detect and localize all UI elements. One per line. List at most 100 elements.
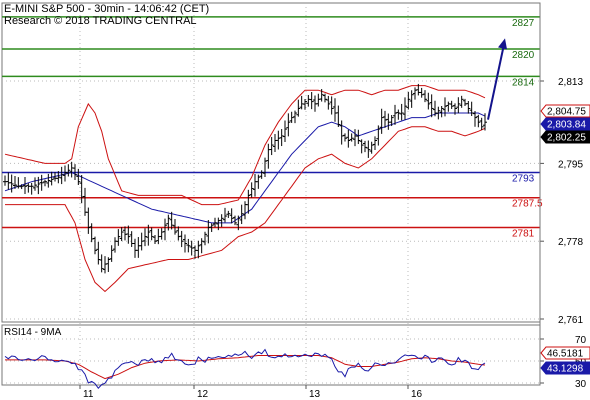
ohlc-bar — [109, 245, 114, 262]
ohlc-bar — [19, 184, 24, 190]
ohlc-bar — [59, 166, 64, 185]
ohlc-bar — [46, 173, 51, 188]
ohlc-bar — [116, 229, 121, 246]
ohlc-bar — [376, 125, 381, 146]
rsi-tag-value-box — [540, 361, 590, 375]
ohlc-bar — [286, 113, 291, 137]
x-tick-label: 16 — [411, 389, 423, 400]
ohlc-bar — [349, 133, 354, 142]
ohlc-bar — [443, 97, 447, 117]
ohlc-bar — [39, 174, 44, 191]
ohlc-bars — [3, 83, 487, 274]
ohlc-bar — [249, 182, 254, 198]
ohlc-bar — [29, 182, 34, 195]
ohlc-bar — [423, 90, 427, 103]
ohlc-bar — [479, 117, 484, 131]
ohlc-bar — [363, 140, 367, 153]
ohlc-bar — [6, 172, 11, 190]
ohlc-bar — [456, 97, 461, 114]
price-tag-black-fill-box — [540, 130, 590, 144]
ohlc-bar — [203, 231, 207, 246]
ohlc-bar — [73, 164, 77, 180]
ohlc-bar — [153, 235, 157, 245]
level-label-2793: 2793 — [512, 174, 535, 185]
ohlc-bar — [263, 157, 267, 177]
ohlc-bar — [213, 217, 217, 228]
price-tag-red-border-label: 2,804.75 — [547, 107, 586, 118]
price-tag-black-fill-label: 2,802.25 — [547, 133, 586, 144]
ohlc-bar — [143, 228, 147, 247]
ohlc-bar — [66, 164, 71, 177]
ohlc-bar — [56, 171, 61, 184]
rsi-tag-ma-box — [540, 346, 590, 360]
ohlc-bar — [123, 226, 127, 241]
ohlc-bar — [463, 98, 467, 106]
ohlc-bar — [379, 108, 384, 134]
ohlc-bar — [339, 120, 344, 145]
ohlc-bar — [259, 170, 264, 179]
ohlc-bar — [86, 207, 91, 234]
level-label-2781: 2781 — [512, 228, 535, 239]
ohlc-bar — [303, 98, 307, 110]
x-tick-label: 13 — [309, 389, 321, 400]
ohlc-bar — [139, 232, 144, 251]
ohlc-bar — [43, 179, 47, 187]
ohlc-bar — [3, 175, 7, 186]
ohlc-bar — [413, 87, 417, 100]
ohlc-bar — [159, 228, 164, 240]
ohlc-bar — [13, 175, 17, 189]
ohlc-bar — [223, 207, 227, 223]
ohlc-bar — [373, 136, 377, 150]
y-tick-label: 2,813 — [558, 77, 583, 88]
ohlc-bar — [133, 238, 137, 258]
ohlc-bar — [469, 101, 474, 116]
ohlc-bar — [9, 174, 14, 193]
ohlc-bar — [333, 98, 337, 122]
ohlc-bar — [466, 101, 471, 114]
ohlc-bar — [453, 103, 457, 115]
ohlc-bar — [49, 171, 54, 186]
ohlc-bar — [33, 177, 37, 191]
ohlc-bar — [26, 183, 31, 193]
ohlc-bar — [83, 187, 87, 216]
ohlc-bar — [403, 97, 407, 120]
ohlc-bar — [359, 139, 364, 154]
ohlc-bar — [383, 110, 387, 128]
price-tag-black-fill: 2,802.25 — [540, 130, 590, 144]
ohlc-bar — [236, 215, 241, 231]
ohlc-bar — [393, 104, 397, 125]
ohlc-bar — [106, 257, 111, 272]
ohlc-bar — [266, 143, 271, 169]
ohlc-bar — [436, 106, 441, 120]
ohlc-bar — [206, 220, 211, 244]
ohlc-bar — [149, 227, 154, 241]
ohlc-bar — [36, 176, 41, 195]
ohlc-bar — [326, 95, 331, 110]
ohlc-bar — [273, 133, 277, 153]
ohlc-bar — [319, 89, 324, 102]
level-label-2787.5: 2787.5 — [512, 199, 543, 210]
ohlc-bar — [296, 99, 301, 117]
level-label-2820: 2820 — [512, 50, 535, 61]
price-tag-red-border: 2,804.75 — [540, 104, 590, 118]
ohlc-bar — [93, 236, 97, 255]
price-tag-red-border-box — [540, 104, 590, 118]
ohlc-bar — [146, 224, 151, 246]
rsi-tag-value: 43.1298 — [540, 361, 590, 375]
level-label-2827: 2827 — [512, 18, 535, 29]
ohlc-bar — [69, 161, 74, 178]
ohlc-bar — [283, 120, 287, 143]
y-tick-label: 2,795 — [558, 159, 583, 170]
rsi-y-tick-label: 70 — [575, 335, 587, 346]
ohlc-bar — [199, 238, 204, 254]
ohlc-bar — [186, 238, 191, 253]
ohlc-bar — [89, 223, 94, 243]
ohlc-bar — [343, 133, 347, 142]
ohlc-bar — [233, 215, 237, 226]
ohlc-bar — [243, 201, 247, 220]
ohlc-bar — [279, 129, 284, 147]
bollinger-lower-line — [5, 126, 486, 293]
ohlc-bar — [193, 245, 197, 259]
price-tag-blue-fill-box — [540, 117, 590, 131]
ohlc-bar — [209, 223, 214, 232]
